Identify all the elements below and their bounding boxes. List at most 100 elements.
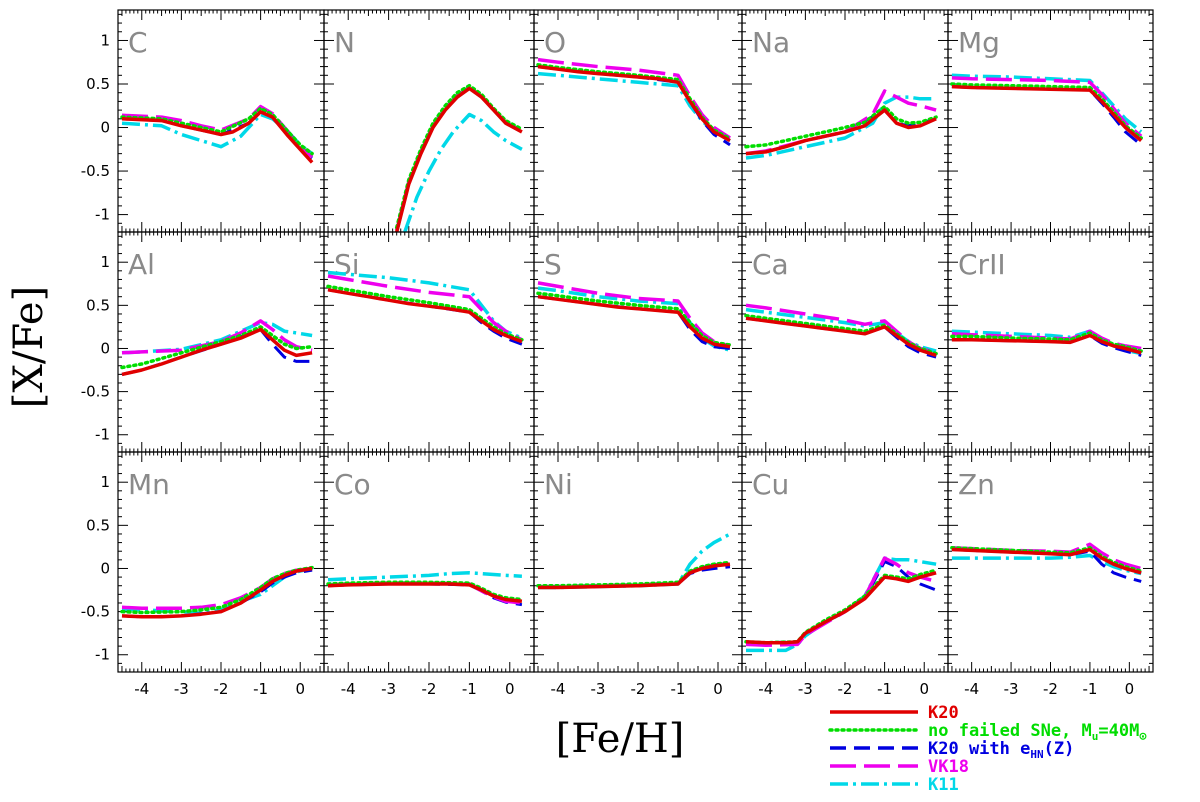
panel-element-label: Zn	[958, 468, 995, 501]
x-tick-label: 0	[505, 680, 515, 698]
panel-element-label: Ni	[544, 468, 573, 501]
panel-na: Na	[741, 9, 949, 233]
y-tick-label: 1	[100, 473, 110, 491]
series-line-k11	[121, 566, 313, 616]
panel-element-label: Si	[334, 248, 360, 281]
series-line-nofailed	[326, 284, 524, 342]
panel-al: -1 -0.5 0 0.5 1 Al	[81, 231, 325, 453]
series-line-k11	[403, 112, 523, 232]
panel-element-label: Al	[128, 248, 155, 281]
series-line-k20	[121, 327, 313, 377]
series-line-k20	[327, 288, 523, 344]
series-line-vk18	[951, 76, 1143, 138]
x-tick-label: -2	[422, 680, 437, 698]
x-tick-label: 0	[295, 680, 305, 698]
series-line-nofailed	[394, 83, 524, 230]
y-tick-label: 0.5	[86, 296, 110, 314]
x-tick-label: 0	[919, 680, 929, 698]
x-tick-label: -4	[758, 680, 773, 698]
y-tick-label: -0.5	[81, 162, 110, 180]
panel-n: N	[323, 9, 535, 233]
series-line-k20	[537, 294, 731, 349]
series-line-k11	[538, 532, 731, 590]
panel-s: S	[533, 231, 743, 453]
series-line-k11	[951, 73, 1143, 134]
y-tick-label: -0.5	[81, 383, 110, 401]
panel-element-label: Co	[334, 468, 371, 501]
series-line-k11	[746, 556, 937, 653]
x-tick-label: -3	[591, 680, 606, 698]
panel-element-label: CrII	[958, 248, 1006, 281]
panel-element-label: C	[128, 26, 148, 59]
series-line-k20	[537, 64, 731, 143]
series-line-vk18	[327, 274, 523, 342]
series-line-k20	[745, 316, 937, 358]
panel-co: -4 -3 -2 -1 0 Co	[323, 451, 535, 698]
series-line-k20ehn	[327, 288, 523, 346]
series-line-k20	[327, 582, 523, 604]
x-tick-label: -2	[838, 680, 853, 698]
y-tick-label: 1	[100, 253, 110, 271]
panel-element-label: Na	[752, 26, 790, 59]
series-line-nofailed	[950, 82, 1143, 140]
legend-label-k11: K11	[928, 775, 959, 795]
series-line-vk18	[745, 556, 937, 648]
x-tick-label: -2	[631, 680, 646, 698]
x-tick-label: -1	[253, 680, 268, 698]
panel-crii: CrII	[947, 231, 1154, 453]
x-tick-label: -4	[341, 680, 356, 698]
series-line-k20	[121, 566, 313, 619]
panel-element-label: Mn	[128, 468, 170, 501]
panels: -1-0.500.51 C N O Na Mg-1-0.500.51 Al Si S Ca CrII…	[81, 9, 1154, 698]
series-line-k20	[745, 108, 937, 156]
panel-o: O	[533, 9, 743, 233]
x-tick-label: -2	[1043, 680, 1058, 698]
x-tick-label: -1	[462, 680, 477, 698]
panel-element-label: O	[544, 26, 566, 59]
series-line-nofailed	[536, 560, 732, 588]
legend-label-k20ehn: K20 with eHN(Z)	[928, 739, 1074, 761]
legend-label-vk18: VK18	[928, 757, 969, 777]
x-tick-label: -3	[798, 680, 813, 698]
series-line-nofailed	[536, 291, 732, 347]
y-axis-title: [X/Fe]	[6, 286, 52, 408]
x-axis-title: [Fe/H]	[556, 716, 685, 762]
panel-mg: Mg	[947, 9, 1154, 233]
x-tick-label: -4	[964, 680, 979, 698]
panel-element-label: S	[544, 248, 562, 281]
y-tick-label: -1	[95, 206, 110, 224]
series-line-k20	[121, 110, 314, 164]
panel-zn: -4 -3 -2 -1 0 Zn	[947, 451, 1154, 698]
series-line-k20	[395, 86, 523, 232]
series-line-k20ehn	[395, 86, 523, 232]
series-line-k20	[951, 84, 1143, 142]
series-line-nofailed	[744, 568, 938, 645]
x-tick-label: -4	[551, 680, 566, 698]
panel-ni: -4 -3 -2 -1 0 Ni	[533, 451, 743, 698]
y-tick-label: -1	[95, 646, 110, 664]
series-line-vk18	[121, 319, 313, 355]
panel-cu: -4 -3 -2 -1 0 Cu	[741, 451, 949, 698]
x-tick-label: -2	[214, 680, 229, 698]
series-line-nofailed	[744, 104, 938, 149]
series-line-k20	[538, 562, 731, 590]
panel-element-label: Mg	[958, 26, 1000, 59]
y-tick-label: 1	[100, 31, 110, 49]
y-tick-label: 0	[100, 559, 110, 577]
x-tick-label: -1	[1082, 680, 1097, 698]
y-tick-label: 0	[100, 119, 110, 137]
series-line-k11	[951, 329, 1142, 356]
legend-label-k20: K20	[928, 703, 959, 723]
series-line-k11	[745, 95, 937, 160]
x-tick-label: -1	[877, 680, 892, 698]
y-tick-label: -1	[95, 426, 110, 444]
series-line-vk18	[537, 57, 731, 140]
panel-c: -1 -0.5 0 0.5 1 C	[81, 9, 325, 233]
x-tick-label: -4	[134, 680, 149, 698]
series-line-k20	[745, 571, 937, 645]
series-line-k20ehn	[745, 316, 937, 359]
x-tick-label: -3	[381, 680, 396, 698]
y-tick-label: -0.5	[81, 603, 110, 621]
